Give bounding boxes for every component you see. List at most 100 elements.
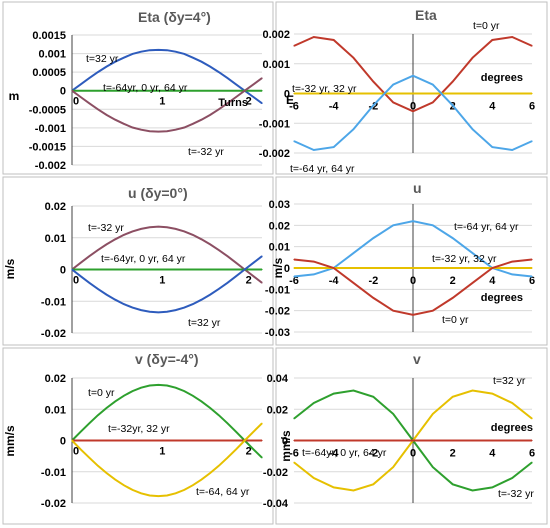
data-point <box>333 393 335 395</box>
x-tick-label: 0 <box>410 275 416 287</box>
data-point <box>531 275 533 278</box>
data-point <box>293 140 295 142</box>
data-point <box>157 90 159 92</box>
data-point <box>183 439 185 442</box>
data-point <box>166 439 168 442</box>
series-annotation: t=32 yr <box>86 53 119 65</box>
data-point <box>412 267 414 269</box>
data-point <box>166 226 168 228</box>
data-point <box>235 439 237 442</box>
data-point <box>131 268 134 271</box>
data-point <box>226 255 229 257</box>
y-tick-label: 0.0005 <box>32 67 66 79</box>
y-axis-label: m <box>9 89 20 103</box>
y-tick-label: 0.02 <box>267 404 288 416</box>
y-tick-label: -0.03 <box>265 327 290 339</box>
series-annotation: t=-64yr, 0 yr, 64 yr <box>302 447 387 459</box>
data-point <box>531 45 533 47</box>
data-point <box>471 128 474 130</box>
x-tick-label: -2 <box>368 448 378 460</box>
data-point <box>218 439 220 442</box>
data-point <box>183 489 185 491</box>
panel-4: 0.03 0.02 0.01 0 -0.01 -0.02 -0.03 -6 -4 -2 0 2 4 6 u m… <box>265 180 535 339</box>
data-point <box>200 400 203 403</box>
y-tick-label: 0 <box>284 263 290 275</box>
data-point <box>200 439 203 442</box>
data-point <box>261 255 263 257</box>
data-point <box>149 90 151 92</box>
data-point <box>131 90 134 92</box>
data-point <box>209 114 211 116</box>
data-point <box>531 258 533 261</box>
panel-6: 0.04 0.02 0 -0.02 -0.04 -6 -4 -2 0 2 4 6 v mm/s degree… <box>263 351 535 510</box>
x-tick-label: 2 <box>246 96 252 108</box>
data-point <box>175 51 177 53</box>
data-point <box>175 439 177 442</box>
data-point <box>511 36 513 38</box>
data-point <box>200 90 203 92</box>
data-point <box>149 439 151 442</box>
data-point <box>235 90 237 92</box>
data-point <box>392 466 394 468</box>
panel-5: 0.02 0.01 0 -0.01 -0.02 0 1 2 v (δy=-4°) mm/s t=0 … <box>3 351 263 510</box>
data-point <box>491 393 493 395</box>
panel-frame-4 <box>275 176 548 346</box>
data-point <box>183 390 185 392</box>
data-point <box>372 104 374 106</box>
data-point <box>80 96 82 98</box>
y-tick-label: 0 <box>60 436 66 448</box>
x-tick-label: -6 <box>289 101 299 113</box>
data-point <box>218 465 220 467</box>
data-point <box>157 226 159 228</box>
data-point <box>261 439 263 442</box>
data-point <box>80 262 82 264</box>
data-point <box>471 267 474 269</box>
data-point <box>531 439 533 442</box>
data-point <box>140 492 142 494</box>
data-point <box>352 489 355 492</box>
data-point <box>293 92 295 95</box>
data-point <box>412 92 414 95</box>
data-point <box>226 457 229 459</box>
data-point <box>432 310 434 312</box>
data-point <box>149 384 151 387</box>
data-point <box>140 268 142 271</box>
data-point <box>200 61 203 63</box>
data-point <box>313 439 315 442</box>
data-point <box>183 230 185 232</box>
data-point <box>226 422 229 424</box>
data-point <box>105 472 108 474</box>
data-point <box>252 83 254 85</box>
data-point <box>166 311 168 313</box>
data-point <box>252 275 254 277</box>
data-point <box>200 478 203 481</box>
data-point <box>313 92 315 95</box>
series-annotation: t=-32 yr <box>88 222 124 234</box>
data-point <box>209 472 211 474</box>
data-point <box>452 439 454 442</box>
y-tick-label: -0.01 <box>41 296 66 308</box>
y-tick-label: -0.001 <box>259 118 290 130</box>
data-point <box>531 140 533 142</box>
data-point <box>372 483 374 485</box>
data-point <box>313 149 315 151</box>
series-annotation: t=-32yr, 32 yr <box>108 423 170 435</box>
data-point <box>123 90 125 92</box>
data-point <box>333 267 335 269</box>
y-tick-label: -0.01 <box>265 284 290 296</box>
data-point <box>293 439 295 442</box>
series-annotation: t=-32 yr <box>188 146 224 158</box>
x-tick-label: -4 <box>329 448 340 460</box>
data-point <box>200 238 203 240</box>
data-point <box>511 261 513 263</box>
data-point <box>105 243 108 246</box>
data-point <box>293 45 295 47</box>
data-point <box>140 51 142 53</box>
data-point <box>88 90 90 92</box>
data-point <box>452 267 454 269</box>
data-point <box>372 439 374 442</box>
data-point <box>452 104 454 106</box>
y-tick-label: -0.01 <box>41 467 66 479</box>
x-tick-label: -4 <box>329 275 340 287</box>
x-tick-label: 4 <box>489 275 496 287</box>
